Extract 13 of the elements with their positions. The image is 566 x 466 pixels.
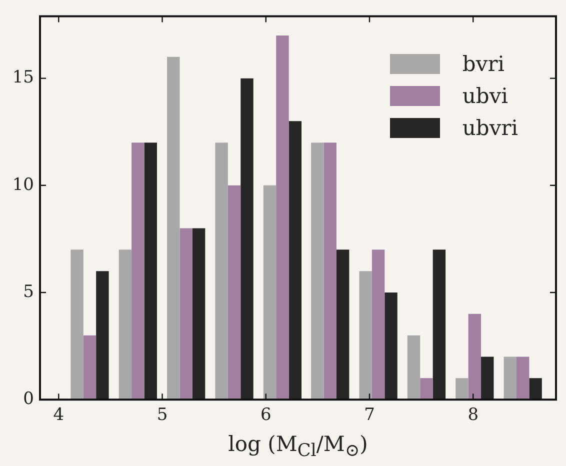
y-tick-label: 5 bbox=[23, 282, 34, 302]
legend-label: ubvri bbox=[462, 116, 518, 140]
x-tick-label: 8 bbox=[468, 405, 479, 426]
x-tick-label: 7 bbox=[364, 405, 375, 426]
y-tick-label: 10 bbox=[12, 174, 34, 195]
x-tick-label: 4 bbox=[53, 405, 64, 426]
y-tick-label: 0 bbox=[23, 389, 34, 410]
legend-label: bvri bbox=[462, 52, 504, 76]
x-tick-label: 6 bbox=[260, 405, 272, 426]
x-tick-label: 5 bbox=[156, 405, 168, 426]
y-tick-label: 15 bbox=[12, 68, 34, 88]
legend-label: ubvi bbox=[462, 84, 508, 108]
x-axis-title: log (M$_{Cl}$/M$_{⊙}$) bbox=[227, 432, 369, 462]
